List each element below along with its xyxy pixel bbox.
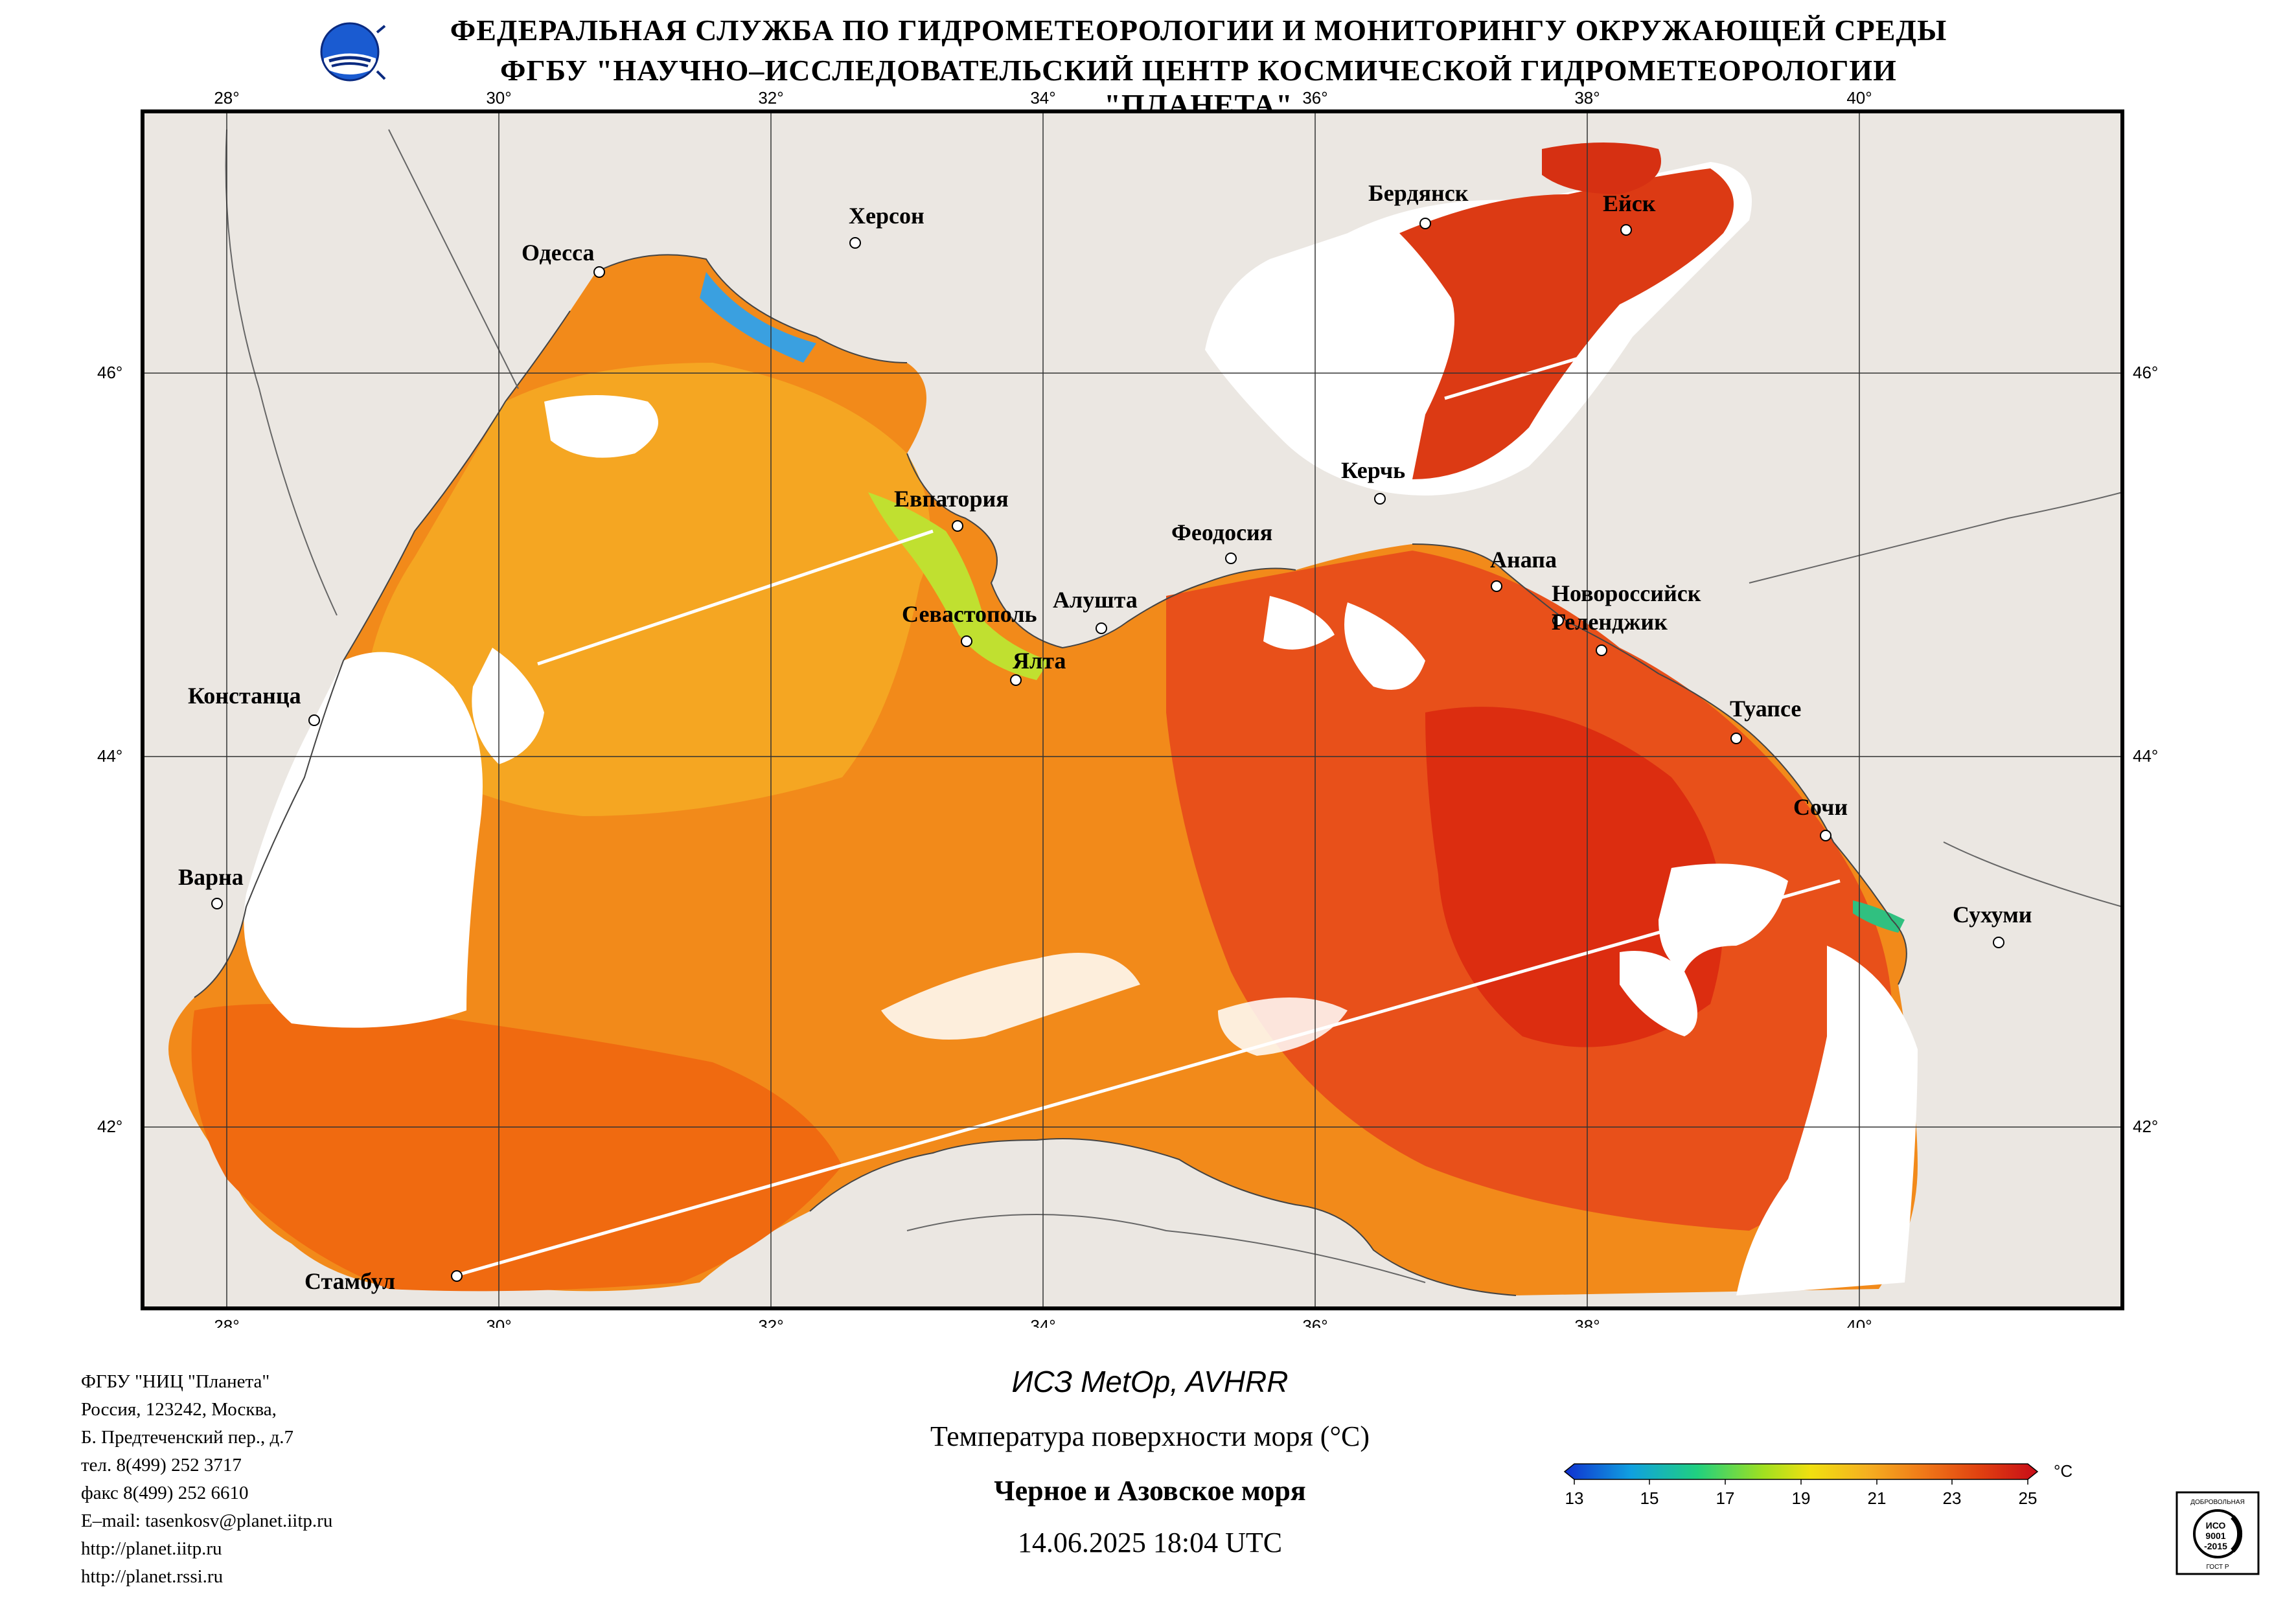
lon-label-36: 36°	[1302, 88, 1327, 108]
colorbar-tick-15: 15	[1640, 1488, 1659, 1508]
colorbar-unit: °C	[2054, 1461, 2072, 1481]
city-constanta: Констанца	[188, 683, 301, 709]
colorbar-tick-25: 25	[2019, 1488, 2038, 1508]
cloud-mask	[244, 395, 1918, 1295]
city-istanbul: Стамбул	[304, 1268, 395, 1294]
lat-label-44-right: 44°	[2133, 746, 2158, 766]
city-sevastopol: Севастополь	[902, 601, 1037, 627]
graticule	[143, 111, 2122, 1308]
city-tuapse: Туапсе	[1730, 696, 1801, 722]
city-yalta: Ялта	[1013, 648, 1066, 674]
address-line-2: Россия, 123242, Москва,	[81, 1399, 277, 1420]
coastlines	[194, 254, 1907, 1296]
svg-text:-2015: -2015	[2204, 1541, 2227, 1551]
borders	[225, 129, 2123, 1283]
lon-label-28: 28°	[214, 88, 239, 108]
city-feodosia: Феодосия	[1171, 519, 1272, 545]
azov-warm-water	[1399, 168, 1734, 479]
lon-label-34: 34°	[1030, 88, 1055, 108]
lat-label-46: 46°	[97, 363, 122, 382]
planeta-logo	[320, 22, 386, 82]
lat-label-46-right: 46°	[2133, 363, 2158, 382]
city-gelendzhik: Геленджик	[1552, 609, 1668, 635]
svg-text:ГОСТ Р: ГОСТ Р	[2206, 1564, 2229, 1571]
address-line-1: ФГБУ "НИЦ "Планета"	[81, 1371, 270, 1392]
address-line-3: Б. Предтеченский пер., д.7	[81, 1427, 294, 1448]
lon-label-40-bottom: 40°	[1846, 1316, 1872, 1328]
lon-label-30: 30°	[486, 88, 511, 108]
city-alushta: Алушта	[1053, 587, 1138, 613]
sst-map: 28° 30° 32° 34° 36° 38° 40° 28° 30° 32° …	[97, 88, 2158, 1328]
colorbar-tick-21: 21	[1868, 1488, 1887, 1508]
colorbar-tick-17: 17	[1716, 1488, 1735, 1508]
city-anapa: Анапа	[1490, 547, 1557, 573]
city-odessa: Одесса	[522, 240, 595, 266]
lat-label-42: 42°	[97, 1117, 122, 1136]
address-url-1[interactable]: http://planet.iitp.ru	[81, 1538, 222, 1559]
city-varna: Варна	[178, 864, 244, 890]
lon-label-30-bottom: 30°	[486, 1316, 511, 1328]
region-caption: Черное и Азовское моря	[994, 1475, 1306, 1507]
colorbar-tick-19: 19	[1792, 1488, 1811, 1508]
lon-label-40: 40°	[1846, 88, 1872, 108]
lon-label-32-bottom: 32°	[758, 1316, 783, 1328]
lat-label-42-right: 42°	[2133, 1117, 2158, 1136]
city-markers	[211, 218, 2004, 1282]
colorbar-tick-23: 23	[1943, 1488, 1962, 1508]
address-fax: факс 8(499) 252 6610	[81, 1483, 249, 1503]
product-caption: Температура поверхности моря (°C)	[930, 1420, 1370, 1452]
iso-certification-badge: ДОБРОВОЛЬНАЯ ИСО 9001 -2015 ГОСТ Р	[2175, 1491, 2260, 1575]
lon-label-28-bottom: 28°	[214, 1316, 239, 1328]
city-yevpatoria: Евпатория	[894, 486, 1009, 512]
address-email[interactable]: E–mail: tasenkosv@planet.iitp.ru	[81, 1510, 333, 1531]
lon-label-34-bottom: 34°	[1030, 1316, 1055, 1328]
svg-text:ИСО: ИСО	[2206, 1520, 2226, 1531]
satellite-caption: ИСЗ MetOp, AVHRR	[1011, 1365, 1289, 1398]
city-sukhumi: Сухуми	[1953, 902, 2032, 928]
lon-label-32: 32°	[758, 88, 783, 108]
city-berdyansk: Бердянск	[1368, 180, 1469, 206]
city-kherson: Херсон	[849, 203, 924, 229]
svg-text:ДОБРОВОЛЬНАЯ: ДОБРОВОЛЬНАЯ	[2190, 1499, 2245, 1506]
datetime-caption: 14.06.2025 18:04 UTC	[1017, 1527, 1283, 1558]
header-line-1: ФЕДЕРАЛЬНАЯ СЛУЖБА ПО ГИДРОМЕТЕОРОЛОГИИ …	[450, 14, 1947, 47]
lon-label-36-bottom: 36°	[1302, 1316, 1327, 1328]
city-novorossiysk: Новороссийск	[1552, 580, 1701, 606]
address-url-2[interactable]: http://planet.rssi.ru	[81, 1566, 224, 1587]
colorbar-tick-13: 13	[1565, 1488, 1584, 1508]
city-yeysk: Ейск	[1603, 190, 1656, 216]
svg-text:9001: 9001	[2205, 1531, 2225, 1541]
address-block: ФГБУ "НИЦ "Планета" Россия, 123242, Моск…	[81, 1368, 332, 1591]
swath-gaps	[453, 348, 1841, 1278]
colorbar: °C 13 15 17 19 21 23 25	[1563, 1461, 2072, 1508]
city-sochi: Сочи	[1793, 794, 1848, 820]
lon-label-38: 38°	[1574, 88, 1600, 108]
address-phone: тел. 8(499) 252 3717	[81, 1455, 242, 1476]
lon-label-38-bottom: 38°	[1574, 1316, 1600, 1328]
city-kerch: Керчь	[1341, 457, 1405, 483]
lat-label-44: 44°	[97, 746, 122, 766]
